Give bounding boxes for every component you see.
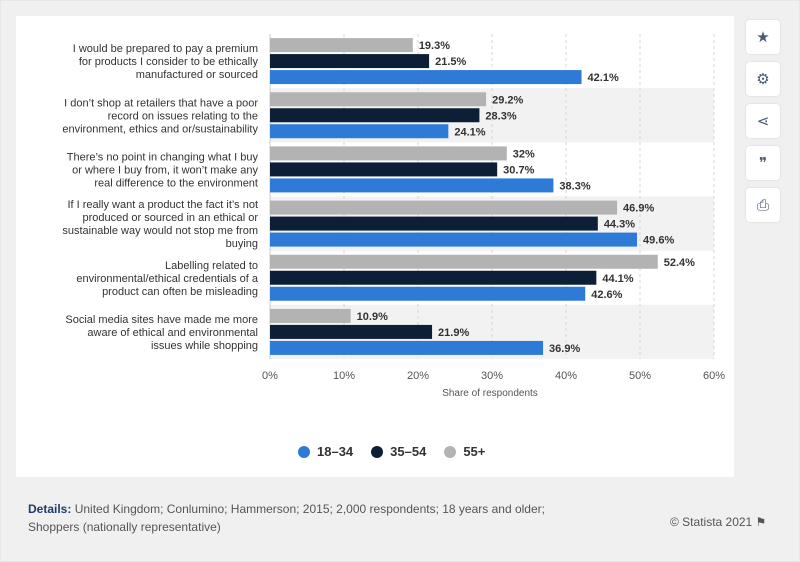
- x-axis-title: Share of respondents: [442, 388, 538, 399]
- category-label-line: for products I consider to be ethically: [79, 56, 259, 68]
- bar-18-34-0: [270, 70, 582, 85]
- bar-55+-0: [270, 38, 413, 53]
- details-body: United Kingdom; Conlumino; Hammerson; 20…: [28, 502, 545, 534]
- legend-dot-55plus: [444, 445, 457, 458]
- bar-18-34-4: [270, 286, 586, 301]
- category-label-line: produced or sourced in an ethical or: [83, 212, 259, 224]
- bar-18-34-2: [270, 178, 554, 193]
- category-label-line: sustainable way would not stop me from: [62, 225, 258, 237]
- star-icon[interactable]: ★: [746, 20, 780, 54]
- share-icon[interactable]: ⋖: [746, 104, 780, 138]
- category-label-2: There’s no point in changing what I buy o…: [67, 151, 259, 189]
- category-label-line: Labelling related to: [165, 260, 258, 272]
- x-tick-20%: 20%: [407, 370, 429, 382]
- bar-35-54-0: [270, 54, 430, 69]
- category-label-line: manufactured or sourced: [136, 69, 258, 81]
- bar-18-34-5: [270, 340, 544, 355]
- legend-label-18-34: 18–34: [317, 444, 354, 459]
- category-label-1: I don’t shop at retailers that have a po…: [62, 97, 258, 135]
- legend-dot-18-34: [298, 445, 310, 458]
- x-tick-60%: 60%: [703, 370, 725, 382]
- x-tick-10%: 10%: [333, 370, 355, 382]
- copyright[interactable]: © Statista 2021 ⚑: [670, 515, 767, 529]
- category-label-line: If I really want a product the fact it’s…: [67, 199, 258, 211]
- bar-55+-1: [270, 92, 487, 107]
- category-label-line: record on issues relating to the: [108, 110, 258, 122]
- category-label-line: issues while shopping: [151, 340, 258, 352]
- data-label-35-54-4: 44.1%: [602, 273, 633, 285]
- x-tick-30%: 30%: [481, 370, 503, 382]
- category-label-0: I would be prepared to pay a premium for …: [73, 43, 259, 81]
- legend-item-55plus[interactable]: 55+: [444, 444, 485, 459]
- category-label-5: Social media sites have made me more awar…: [65, 314, 258, 352]
- category-label-line: environment, ethics and or/sustainabilit…: [62, 123, 258, 135]
- category-label-line: There’s no point in changing what I buy: [67, 151, 259, 163]
- data-label-35-54-5: 21.9%: [438, 327, 469, 339]
- category-label-3: If I really want a product the fact it’s…: [62, 199, 258, 250]
- bar-55+-5: [270, 308, 351, 323]
- details-text: Details: United Kingdom; Conlumino; Hamm…: [28, 500, 548, 536]
- print-icon[interactable]: ⎙: [746, 188, 780, 222]
- legend-dot-35-54: [371, 445, 384, 458]
- data-label-18-34-2: 38.3%: [559, 180, 590, 192]
- legend-label-35-54: 35–54: [390, 444, 427, 459]
- data-label-55+-1: 29.2%: [492, 94, 523, 106]
- bar-55+-4: [270, 254, 658, 269]
- data-label-35-54-1: 28.3%: [485, 110, 516, 122]
- details-label: Details:: [28, 502, 72, 516]
- legend: 18–34 35–54 55+: [298, 444, 485, 459]
- legend-label-55plus: 55+: [463, 444, 486, 459]
- bar-35-54-5: [270, 324, 433, 339]
- x-tick-0%: 0%: [262, 370, 278, 382]
- category-label-line: aware of ethical and environmental: [87, 327, 258, 339]
- data-label-55+-0: 19.3%: [419, 40, 450, 52]
- category-label-line: I would be prepared to pay a premium: [73, 43, 258, 55]
- bar-35-54-2: [270, 162, 498, 177]
- category-label-4: Labelling related to environmental/ethica…: [76, 260, 258, 298]
- category-label-line: I don’t shop at retailers that have a po…: [64, 97, 258, 109]
- x-tick-50%: 50%: [629, 370, 651, 382]
- category-label-line: real difference to the environment: [94, 177, 258, 189]
- gear-icon[interactable]: ⚙: [746, 62, 780, 96]
- x-tick-40%: 40%: [555, 370, 577, 382]
- data-label-55+-4: 52.4%: [664, 257, 695, 269]
- bar-chart: 0% 10% 20% 30% 40% 50% 60% Share of respondents…: [62, 34, 725, 399]
- legend-item-35-54[interactable]: 35–54: [371, 444, 426, 459]
- bar-18-34-3: [270, 232, 638, 247]
- bar-18-34-1: [270, 124, 449, 139]
- category-label-line: or where I buy from, it won’t make any: [72, 164, 258, 176]
- category-label-line: product can often be misleading: [102, 286, 258, 298]
- bar-35-54-3: [270, 216, 598, 231]
- data-label-18-34-1: 24.1%: [454, 126, 485, 138]
- category-label-line: environmental/ethical credentials of a: [76, 273, 258, 285]
- data-label-18-34-5: 36.9%: [549, 343, 580, 355]
- category-label-line: buying: [226, 238, 258, 250]
- data-label-55+-3: 46.9%: [623, 203, 654, 215]
- side-toolbar: ★ ⚙ ⋖ ❞ ⎙: [746, 20, 780, 230]
- chart-card: 0% 10% 20% 30% 40% 50% 60% Share of respondents…: [16, 16, 734, 477]
- bar-55+-3: [270, 200, 618, 215]
- bar-35-54-1: [270, 108, 480, 123]
- legend-item-18-34[interactable]: 18–34: [298, 444, 353, 459]
- data-label-18-34-0: 42.1%: [588, 72, 619, 84]
- data-label-18-34-3: 49.6%: [643, 235, 674, 247]
- category-label-line: Social media sites have made me more: [65, 314, 258, 326]
- data-label-55+-2: 32%: [513, 148, 535, 160]
- data-label-35-54-0: 21.5%: [435, 56, 466, 68]
- data-label-18-34-4: 42.6%: [591, 289, 622, 301]
- data-label-35-54-3: 44.3%: [604, 219, 635, 231]
- quote-icon[interactable]: ❞: [746, 146, 780, 180]
- data-label-35-54-2: 30.7%: [503, 164, 534, 176]
- bar-35-54-4: [270, 270, 597, 285]
- data-label-55+-5: 10.9%: [357, 311, 388, 323]
- bar-55+-2: [270, 146, 507, 161]
